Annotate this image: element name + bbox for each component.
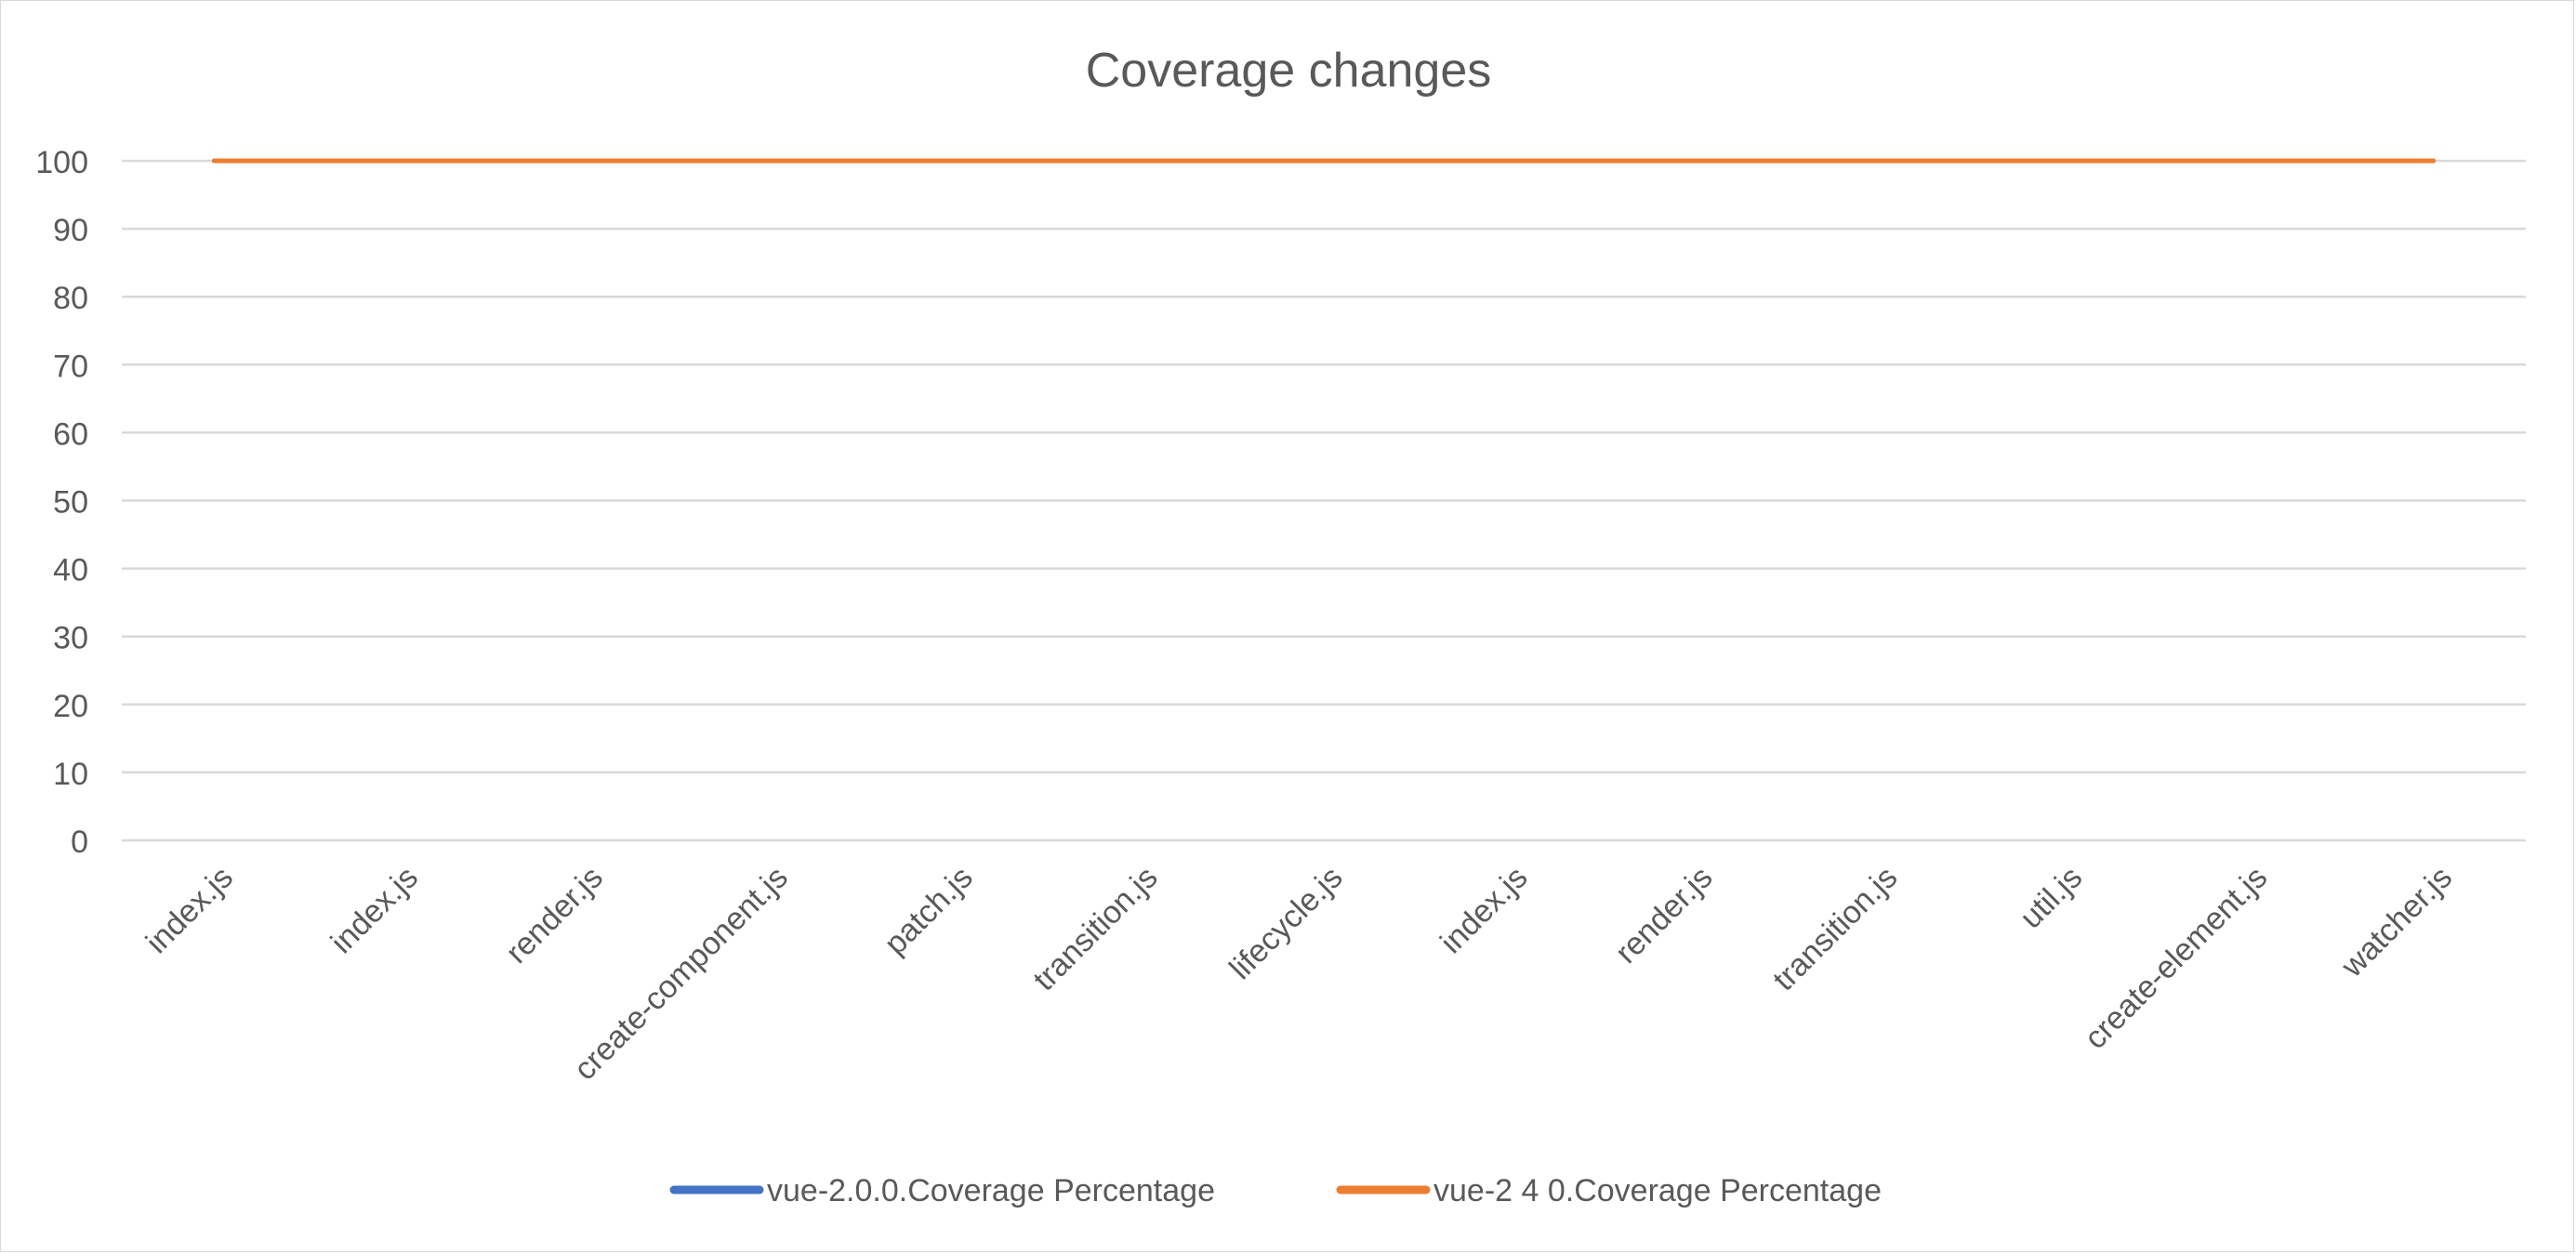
legend-label: vue-2 4 0.Coverage Percentage (1433, 1173, 1882, 1208)
y-tick-label: 50 (53, 485, 88, 521)
x-axis-tick-labels: index.js index.js render.jscreate-componen… (139, 860, 2459, 1088)
x-tick-label: create-element.js (2078, 860, 2274, 1056)
y-tick-label: 20 (53, 689, 88, 724)
y-tick-label: 30 (53, 621, 88, 656)
y-tick-label: 0 (71, 825, 88, 860)
x-tick-label: render.js (499, 860, 610, 970)
legend-label: vue-2.0.0.Coverage Percentage (767, 1173, 1215, 1208)
y-tick-label: 40 (53, 553, 88, 588)
x-tick-label: create-component.js (567, 860, 795, 1088)
x-tick-label: transition.js (1766, 860, 1904, 997)
x-tick-label: transition.js (1026, 860, 1164, 997)
gridlines (122, 159, 2526, 842)
y-tick-label: 80 (53, 281, 88, 316)
x-tick-label: util.js (2014, 860, 2090, 936)
y-tick-label: 60 (53, 416, 88, 452)
x-tick-label: watcher.js (2334, 860, 2459, 984)
legend: vue-2.0.0.Coverage Percentage vue-2 4 0.C… (669, 1173, 1882, 1208)
x-tick-label: patch.js (878, 860, 980, 962)
x-tick-label: render.js (1608, 860, 1719, 970)
chart-title: Coverage changes (1086, 44, 1492, 98)
y-axis-tick-labels: 0 10 20 30 40 50 60 70 80 90 100 (35, 145, 88, 860)
y-tick-label: 10 (53, 757, 88, 792)
x-tick-label: index.js (324, 860, 425, 960)
x-tick-label: index.js (139, 860, 240, 960)
y-tick-label: 100 (35, 145, 88, 180)
x-tick-label: index.js (1433, 860, 1534, 960)
x-tick-label: lifecycle.js (1222, 860, 1349, 986)
y-tick-label: 90 (53, 213, 88, 248)
y-tick-label: 70 (53, 349, 88, 384)
